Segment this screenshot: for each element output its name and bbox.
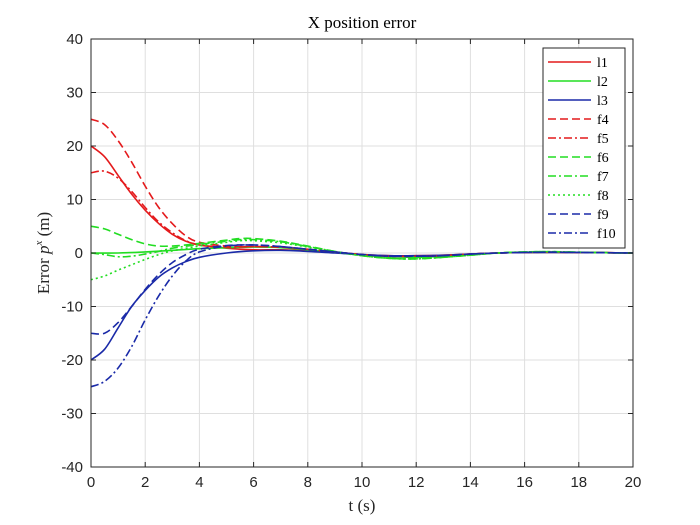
legend-label-l1: l1: [597, 56, 608, 71]
x-tick-label: 6: [249, 474, 257, 491]
y-tick-label: -40: [61, 459, 83, 476]
legend-label-f5: f5: [597, 132, 609, 147]
y-axis-label-unit: (m): [34, 212, 53, 237]
legend: l1 l2 l3 f4 f5 f6 f7 f8 f9 f10: [542, 47, 626, 249]
y-tick-label: 0: [75, 245, 83, 262]
series-line-f10: [91, 244, 633, 388]
x-tick-label: 2: [141, 474, 149, 491]
x-tick-label: 18: [570, 474, 587, 491]
x-tick-label: 20: [625, 474, 642, 491]
y-tick-label: 20: [66, 138, 83, 155]
y-axis-label-superscript: x: [33, 241, 45, 247]
legend-label-l3: l3: [597, 94, 608, 109]
x-tick-label: 0: [87, 474, 95, 491]
y-tick-label: -20: [61, 352, 83, 369]
x-tick-label: 16: [516, 474, 533, 491]
y-axis-label-variable: p: [34, 246, 53, 256]
x-axis-label: t (s): [349, 496, 376, 515]
y-tick-label: -30: [61, 406, 83, 423]
y-tick-label: -10: [61, 299, 83, 316]
x-tick-label: 12: [408, 474, 425, 491]
series-line-f5: [91, 170, 633, 258]
x-tick-label: 8: [304, 474, 312, 491]
y-axis-label: Error px (m): [33, 212, 53, 294]
legend-box: [542, 47, 626, 249]
legend-label-f9: f9: [597, 208, 609, 223]
x-tick-label: 14: [462, 474, 479, 491]
legend-label-f4: f4: [597, 113, 609, 128]
legend-label-f10: f10: [597, 227, 616, 242]
y-tick-label: 10: [66, 192, 83, 209]
y-tick-label: 40: [66, 31, 83, 48]
legend-label-l2: l2: [597, 75, 608, 90]
chart-title: X position error: [308, 13, 417, 32]
x-tick-label: 10: [354, 474, 371, 491]
x-tick-label: 4: [195, 474, 203, 491]
series-lines: [91, 118, 633, 388]
axis-ticks: 0 2 4 6 8 10 12 14 16 18 20 -40 -30 -20 -10 0 10 20 30 40: [61, 31, 641, 491]
legend-label-f7: f7: [597, 170, 609, 185]
legend-label-f8: f8: [597, 189, 609, 204]
y-tick-label: 30: [66, 85, 83, 102]
legend-label-f6: f6: [597, 151, 609, 166]
y-axis-label-prefix: Error: [34, 258, 53, 294]
